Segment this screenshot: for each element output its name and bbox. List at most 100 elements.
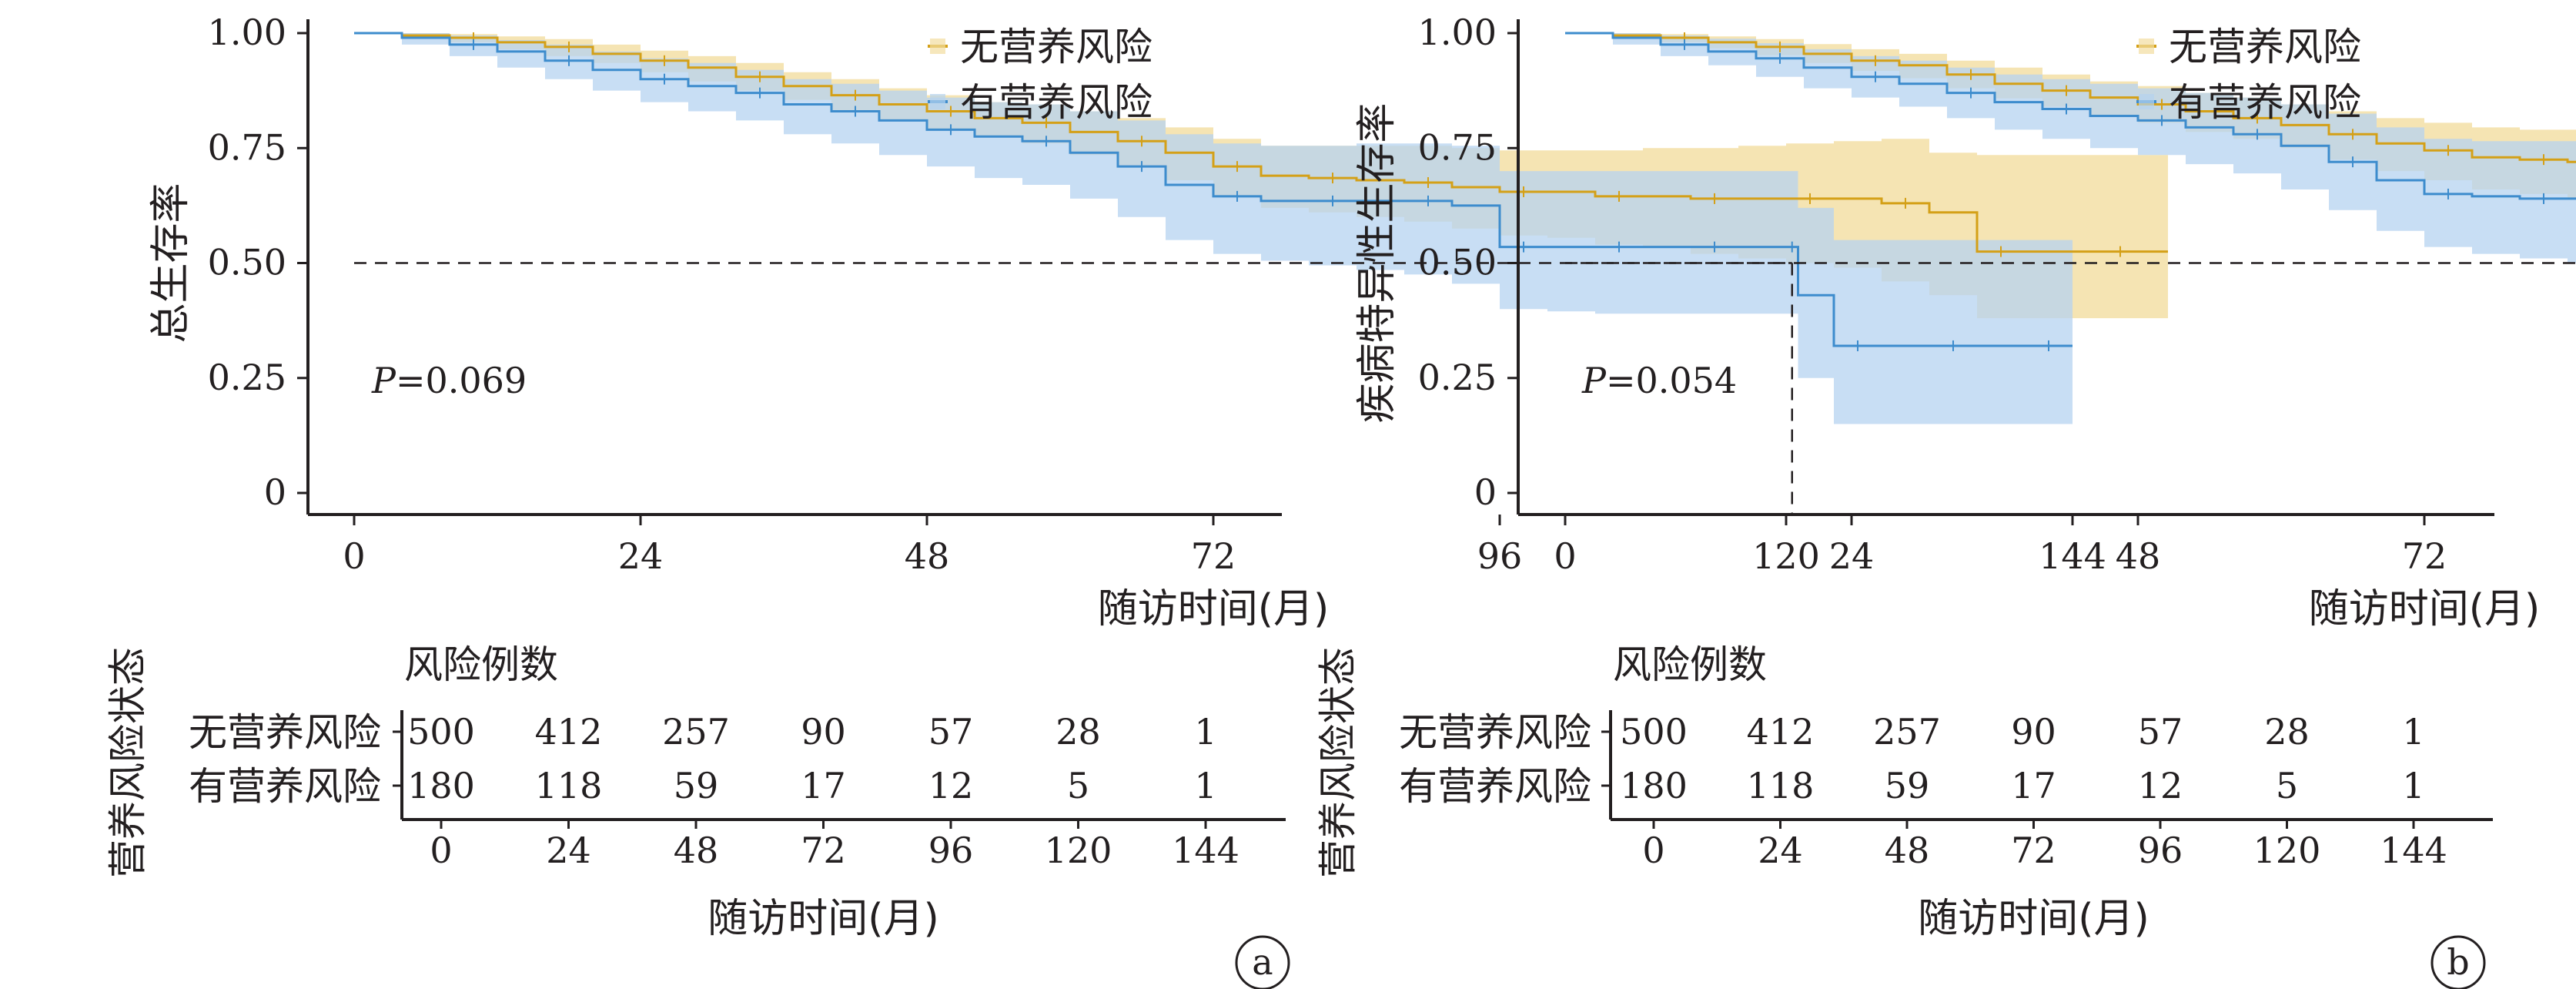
risk-table-header: 风险例数: [1613, 642, 1767, 687]
x-tick-label: 72: [1191, 535, 1236, 577]
legend-swatch-band: [2139, 39, 2154, 54]
risk-count-cell: 12: [2138, 765, 2183, 806]
risk-x-tick-label: 96: [928, 830, 974, 871]
risk-x-axis-title: 随访时间(月): [708, 896, 939, 942]
risk-count-cell: 1: [2402, 711, 2424, 753]
p-value: P=0.069: [371, 360, 527, 401]
legend-swatch-band: [930, 39, 945, 54]
risk-survival-line: [354, 32, 2073, 347]
y-axis-title: 疾病特异性生存率: [1354, 102, 1400, 423]
risk-count-cell: 118: [535, 765, 603, 806]
y-tick-label: 0.25: [1418, 357, 1497, 398]
no-risk-survival-line: [1565, 32, 2576, 163]
x-tick-label: 72: [2402, 535, 2447, 577]
x-tick-label: 144: [2039, 535, 2106, 577]
risk-x-tick-label: 24: [1758, 830, 1803, 871]
risk-table-header: 风险例数: [404, 642, 558, 687]
risk-count-cell: 28: [2264, 711, 2310, 753]
risk-count-cell: 90: [2011, 711, 2056, 753]
panel-label-circle: [1235, 935, 1290, 989]
risk-count-cell: 57: [928, 711, 974, 753]
x-axis-title: 随访时间(月): [1098, 586, 1330, 632]
risk-count-cell: 257: [1873, 711, 1941, 753]
risk-count-cell: 1: [2402, 765, 2424, 806]
y-tick-label: 0: [1474, 471, 1497, 513]
risk-count-cell: 180: [407, 765, 475, 806]
risk-x-tick-label: 72: [2011, 830, 2056, 871]
y-tick-label: 0.50: [208, 242, 286, 283]
x-tick-label: 0: [343, 535, 365, 577]
risk-table-side-label: 营养风险状态: [105, 647, 150, 878]
y-tick-label: 1.00: [208, 12, 286, 53]
legend-label: 无营养风险: [2169, 25, 2361, 69]
risk-row-label: 有营养风险: [1399, 764, 1591, 809]
x-tick-label: 24: [1829, 535, 1875, 577]
risk-count-cell: 118: [1747, 765, 1815, 806]
risk-count-cell: 500: [407, 711, 475, 753]
risk-count-cell: 12: [928, 765, 974, 806]
panel-label: a: [1252, 941, 1273, 983]
risk-x-tick-label: 48: [1885, 830, 1930, 871]
x-tick-label: 48: [2116, 535, 2161, 577]
legend-swatch-band: [930, 94, 945, 109]
p-number: =0.054: [1606, 360, 1737, 401]
risk-row-label: 无营养风险: [1399, 710, 1591, 755]
y-tick-label: 0: [264, 471, 286, 513]
risk-survival-line: [1565, 32, 2576, 200]
panel-b: 00.250.500.751.00024487296120144疾病特异性生存率…: [1316, 12, 2576, 989]
risk-x-tick-label: 72: [801, 830, 846, 871]
risk-x-tick-label: 0: [430, 830, 452, 871]
risk-count-cell: 17: [801, 765, 846, 806]
y-tick-label: 0.75: [1418, 126, 1497, 168]
y-tick-label: 0.50: [1418, 242, 1497, 283]
p-number: =0.069: [396, 360, 527, 401]
risk-ci-band: [354, 33, 2073, 424]
risk-x-tick-label: 144: [1172, 830, 1239, 871]
risk-count-cell: 1: [1194, 765, 1216, 806]
y-tick-label: 0.75: [208, 126, 286, 168]
risk-x-tick-label: 24: [546, 830, 591, 871]
y-tick-label: 1.00: [1418, 12, 1497, 53]
risk-row-label: 有营养风险: [189, 764, 381, 809]
x-tick-label: 24: [618, 535, 664, 577]
risk-count-cell: 1: [1194, 711, 1216, 753]
risk-count-cell: 5: [1067, 765, 1089, 806]
panel-label: b: [2447, 941, 2469, 983]
legend-label: 有营养风险: [2169, 80, 2361, 125]
x-tick-label: 120: [1752, 535, 1820, 577]
risk-x-tick-label: 48: [674, 830, 719, 871]
x-tick-label: 0: [1554, 535, 1576, 577]
risk-count-cell: 59: [1885, 765, 1930, 806]
risk-count-cell: 180: [1620, 765, 1688, 806]
legend-swatch-band: [2139, 94, 2154, 109]
risk-count-cell: 57: [2138, 711, 2183, 753]
risk-x-axis-title: 随访时间(月): [1918, 896, 2149, 942]
x-axis-title: 随访时间(月): [2309, 586, 2541, 632]
risk-count-cell: 28: [1055, 711, 1101, 753]
risk-x-tick-label: 120: [1045, 830, 1112, 871]
risk-count-cell: 59: [674, 765, 719, 806]
y-axis-title: 总生存率: [148, 183, 194, 343]
panel-a: 00.250.500.751.000 24 48 72 96 120 144总生存率随访时间…: [105, 12, 2168, 989]
y-tick-label: 0.25: [208, 357, 286, 398]
risk-count-cell: 412: [535, 711, 603, 753]
p-symbol: P: [1581, 360, 1607, 401]
risk-count-cell: 17: [2011, 765, 2056, 806]
legend-label: 无营养风险: [960, 25, 1153, 69]
risk-count-cell: 90: [801, 711, 846, 753]
risk-count-cell: 257: [662, 711, 730, 753]
risk-x-tick-label: 144: [2380, 830, 2447, 871]
no-risk-survival-line: [354, 32, 2168, 253]
x-tick-label: 48: [905, 535, 950, 577]
risk-table-side-label: 营养风险状态: [1316, 647, 1360, 878]
risk-x-tick-label: 96: [2138, 830, 2183, 871]
risk-x-tick-label: 0: [1642, 830, 1664, 871]
x-tick-label: 96: [1477, 535, 1523, 577]
risk-count-cell: 412: [1747, 711, 1815, 753]
risk-count-cell: 500: [1620, 711, 1688, 753]
risk-x-tick-label: 120: [2253, 830, 2321, 871]
risk-ci-band: [1565, 33, 2576, 263]
risk-row-label: 无营养风险: [189, 710, 381, 755]
panel-label-circle: [2430, 935, 2486, 989]
